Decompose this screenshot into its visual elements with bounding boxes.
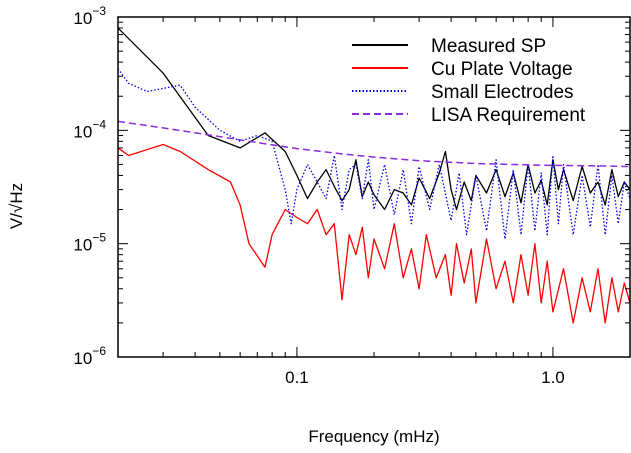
y-tick-label-base: 10	[73, 9, 92, 28]
y-tick-label-exp: −4	[92, 117, 106, 131]
y-tick-label: 10−6	[73, 344, 106, 368]
y-tick-label: 10−3	[73, 4, 106, 28]
legend-label: Measured SP	[431, 36, 546, 57]
x-tick-label: 1.0	[541, 368, 565, 387]
y-axis-title: V/√Hz	[7, 183, 26, 229]
x-axis-title: Frequency (mHz)	[308, 427, 439, 446]
legend-label: Cu Plate Voltage	[431, 59, 573, 80]
labels-layer: 10−610−510−410−30.1 1.0	[73, 4, 564, 387]
y-tick-label: 10−4	[73, 117, 106, 141]
series-line-1	[118, 27, 630, 211]
legend-label: Small Electrodes	[431, 82, 574, 103]
y-tick-label-base: 10	[73, 122, 92, 141]
series-layer	[118, 27, 630, 324]
series-line-3	[118, 68, 630, 240]
y-tick-label-base: 10	[73, 236, 92, 255]
legend-label: LISA Requirement	[431, 105, 586, 126]
y-tick-label-base: 10	[73, 349, 92, 368]
ticks-layer	[117, 16, 631, 358]
y-tick-label: 10−5	[73, 231, 106, 255]
series-line-2	[118, 143, 630, 324]
x-tick-label: 0.1	[285, 368, 309, 387]
y-tick-label-exp: −6	[92, 344, 106, 358]
y-tick-label-exp: −3	[92, 4, 106, 18]
y-tick-label-exp: −5	[92, 231, 106, 245]
series-line-4	[118, 120, 630, 168]
